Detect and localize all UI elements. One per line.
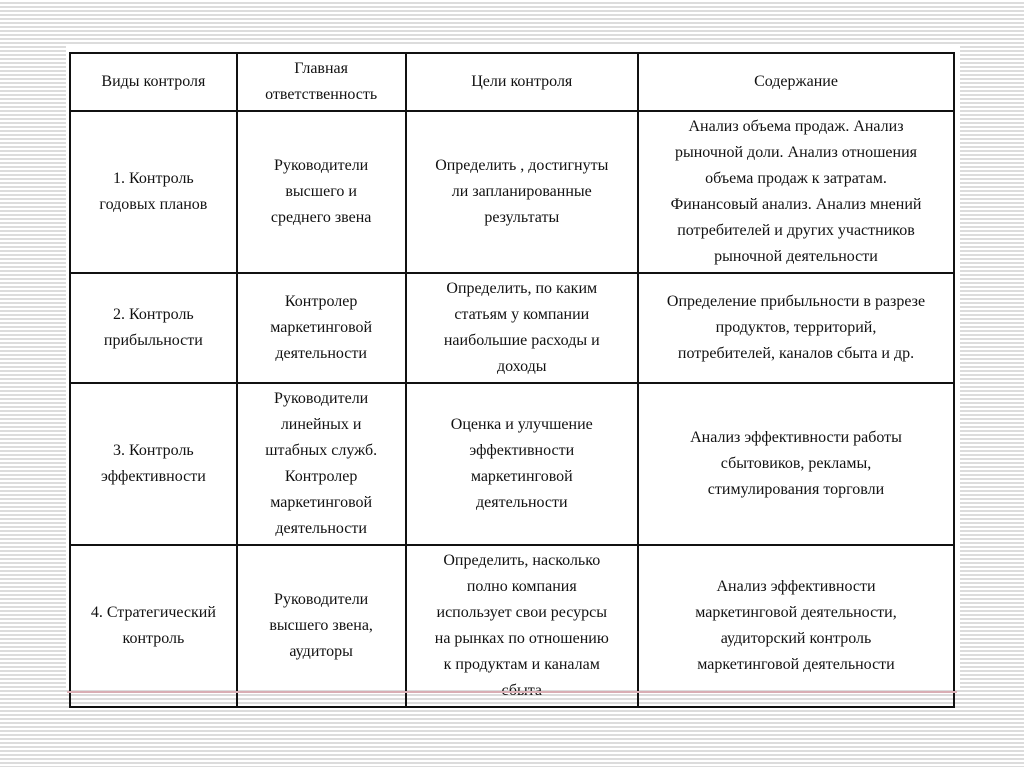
cell-text-line: Финансовый анализ. Анализ мнений: [670, 196, 922, 213]
cell-text-line: маркетинговой деятельности: [697, 656, 895, 673]
cell-text-line: высшего звена,: [269, 617, 373, 634]
cell-text-line: деятельности: [275, 520, 367, 537]
cell-text-line: маркетинговой: [270, 319, 373, 336]
cell-text-line: Определить , достигнуты: [435, 157, 609, 174]
cell-text-line: сбыта: [413, 678, 631, 704]
table-cell: 2. Контроль прибыльности: [69, 272, 238, 384]
cell-text-line: ответственность: [265, 86, 378, 103]
cell-text-line: к продуктам и каналам: [443, 656, 600, 673]
cell-text-line: Определение прибыльности в разрезе: [666, 293, 926, 310]
table-cell: 4. Стратегический контроль: [69, 544, 238, 708]
cell-text-line: 4. Стратегический: [90, 604, 216, 621]
cell-text-line: Виды контроля: [101, 73, 206, 90]
cell-text-line: деятельности: [475, 494, 568, 511]
cell-text-line: аудиторский контроль: [720, 630, 872, 647]
cell-text-line: Руководители: [274, 591, 369, 608]
cell-text-line: 2. Контроль: [113, 306, 194, 323]
table-cell: 3. Контроль эффективности: [69, 382, 238, 546]
table-cell: Определить, насколько полно компания испол…: [404, 544, 640, 708]
control-types-table: Виды контроля Главная ответственность Цели …: [69, 52, 955, 708]
cell-text-line: Цели контроля: [471, 73, 573, 90]
cell-text-line: использует свои ресурсы: [436, 604, 608, 621]
table-cell: Анализ эффективности работы сбытовиков, р…: [637, 382, 955, 546]
table-cell: Контролер маркетинговой деятельности: [235, 272, 407, 384]
table-cell: Руководители высшего звена, аудиторы: [235, 544, 407, 708]
cell-text-line: линейных и: [280, 416, 362, 433]
table-row: 1. Контроль годовых планов Руководители выс…: [69, 110, 955, 274]
cell-text-line: высшего и: [285, 183, 357, 200]
table-cell: Анализ эффективности маркетинговой деятел…: [637, 544, 955, 708]
cell-text-line: маркетинговой: [470, 468, 573, 485]
table-cell: Руководители линейных и штабных служб. Конт…: [235, 382, 407, 546]
cell-text-line: стимулирования торговли: [707, 481, 885, 498]
cell-text-line: полно компания: [466, 578, 577, 595]
cell-text-line: потребителей, каналов сбыта и др.: [677, 345, 915, 362]
table-cell: Оценка и улучшение эффективности маркетинг…: [404, 382, 640, 546]
cell-text-line: 1. Контроль: [113, 170, 194, 187]
cell-text-line: наибольшие расходы и: [443, 332, 600, 349]
table-cell: Определить, по каким статьям у компании на…: [404, 272, 640, 384]
cell-text-line: Оценка и улучшение: [450, 416, 593, 433]
table-cell: Руководители высшего и среднего звена: [235, 110, 407, 274]
header-cell: Главная ответственность: [235, 52, 407, 112]
table-row: 4. Стратегический контроль Руководители выс…: [69, 544, 955, 708]
cell-text-line: 3. Контроль: [113, 442, 194, 459]
table-row: 3. Контроль эффективности Руководители лине…: [69, 382, 955, 546]
cell-text-line: штабных служб.: [265, 442, 378, 459]
cell-text-line: Руководители: [274, 390, 369, 407]
cell-text-line: статьям у компании: [454, 306, 590, 323]
table-cell: Определение прибыльности в разрезе продук…: [637, 272, 955, 384]
cell-text-line: Анализ эффективности: [716, 578, 876, 595]
cell-text-line: Определить, по каким: [446, 280, 598, 297]
cell-text-line: доходы: [496, 358, 547, 375]
table-cell: Анализ объема продаж. Анализ рыночной дол…: [637, 110, 955, 274]
cell-text-line: эффективности: [469, 442, 575, 459]
cell-text-line: Содержание: [754, 73, 838, 90]
cell-text-line: Контролер: [284, 293, 358, 310]
cell-text-line: на рынках по отношению: [434, 630, 609, 647]
cell-text-line: потребителей и других участников: [677, 222, 915, 239]
table-row: 2. Контроль прибыльности Контролер маркетин…: [69, 272, 955, 384]
cell-text-line: маркетинговой деятельности,: [695, 604, 897, 621]
header-cell: Содержание: [637, 52, 955, 112]
cell-text-line: прибыльности: [103, 332, 203, 349]
cell-text-line: аудиторы: [289, 643, 353, 660]
table-cell: 1. Контроль годовых планов: [69, 110, 238, 274]
cell-text-line: ли запланированные: [451, 183, 592, 200]
cell-text-line: эффективности: [100, 468, 206, 485]
cell-text-line: Определить, насколько: [443, 552, 601, 569]
cell-text-line: продуктов, территорий,: [715, 319, 877, 336]
cell-text-line: Анализ эффективности работы: [690, 429, 902, 446]
cell-text-line: Руководители: [274, 157, 369, 174]
cell-text-line: Контролер: [284, 468, 358, 485]
cell-text-line: контроль: [122, 630, 185, 647]
header-cell: Цели контроля: [404, 52, 640, 112]
cell-text-line: Анализ объема продаж. Анализ: [688, 118, 904, 135]
cell-text-line: среднего звена: [270, 209, 372, 226]
header-row: Виды контроля Главная ответственность Цели …: [69, 52, 955, 112]
header-cell: Виды контроля: [69, 52, 238, 112]
cell-text-line: результаты: [484, 209, 560, 226]
cell-text-line: деятельности: [275, 345, 367, 362]
table-cell: Определить , достигнуты ли запланированны…: [404, 110, 640, 274]
cell-text-line: Главная: [294, 60, 348, 77]
cell-text-line: рыночной деятельности: [714, 248, 878, 265]
cell-text-line: рыночной доли. Анализ отношения: [674, 144, 918, 161]
cell-text-line: объема продаж к затратам.: [705, 170, 887, 187]
cell-text-line: маркетинговой: [270, 494, 373, 511]
cell-text-line: сбытовиков, рекламы,: [720, 455, 872, 472]
cell-text-line: годовых планов: [99, 196, 208, 213]
divider-line: [67, 691, 957, 693]
